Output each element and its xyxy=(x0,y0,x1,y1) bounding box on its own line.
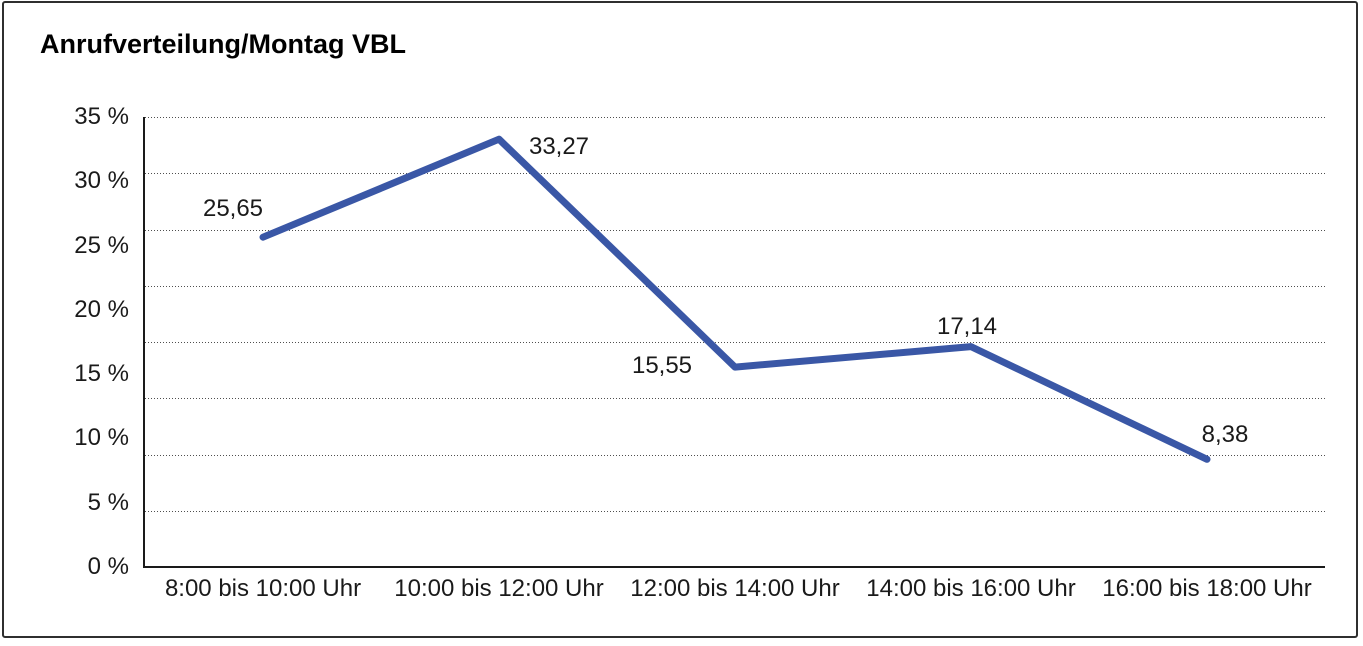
x-axis-category-label: 16:00 bis 18:00 Uhr xyxy=(1102,575,1312,602)
data-point-label: 8,38 xyxy=(1201,421,1249,449)
horizontal-gridline xyxy=(145,173,1325,174)
data-point-label: 17,14 xyxy=(936,312,998,340)
x-axis-category-label: 14:00 bis 16:00 Uhr xyxy=(866,575,1076,602)
x-axis-line xyxy=(143,566,1325,568)
chart-title: Anrufverteilung/Montag VBL xyxy=(40,29,406,59)
y-axis-tick-label: 25 % xyxy=(74,231,129,259)
horizontal-gridline xyxy=(145,511,1325,512)
y-axis-tick-label: 10 % xyxy=(74,424,129,452)
data-point-label: 15,55 xyxy=(631,352,693,380)
y-axis-tick-label: 0 % xyxy=(87,553,129,580)
y-axis-tick-label: 15 % xyxy=(74,360,129,388)
y-axis-tick-label: 20 % xyxy=(74,295,129,323)
data-line xyxy=(259,135,1211,463)
horizontal-gridline xyxy=(145,342,1325,343)
x-axis-category-label: 12:00 bis 14:00 Uhr xyxy=(630,575,840,602)
line-chart-canvas xyxy=(259,135,1211,463)
data-point-label: 25,65 xyxy=(202,195,264,223)
y-axis-line xyxy=(143,117,145,567)
horizontal-gridline xyxy=(145,455,1325,456)
data-point-label: 33,27 xyxy=(528,133,590,161)
horizontal-gridline xyxy=(145,117,1325,118)
y-axis-tick-label: 30 % xyxy=(74,167,129,195)
x-axis-category-label: 10:00 bis 12:00 Uhr xyxy=(394,575,604,602)
x-axis-category-label: 8:00 bis 10:00 Uhr xyxy=(164,575,362,602)
y-axis-tick-label: 35 % xyxy=(74,103,129,130)
horizontal-gridline xyxy=(145,398,1325,399)
horizontal-gridline xyxy=(145,286,1325,287)
horizontal-gridline xyxy=(145,230,1325,231)
y-axis-tick-label: 5 % xyxy=(87,488,129,516)
